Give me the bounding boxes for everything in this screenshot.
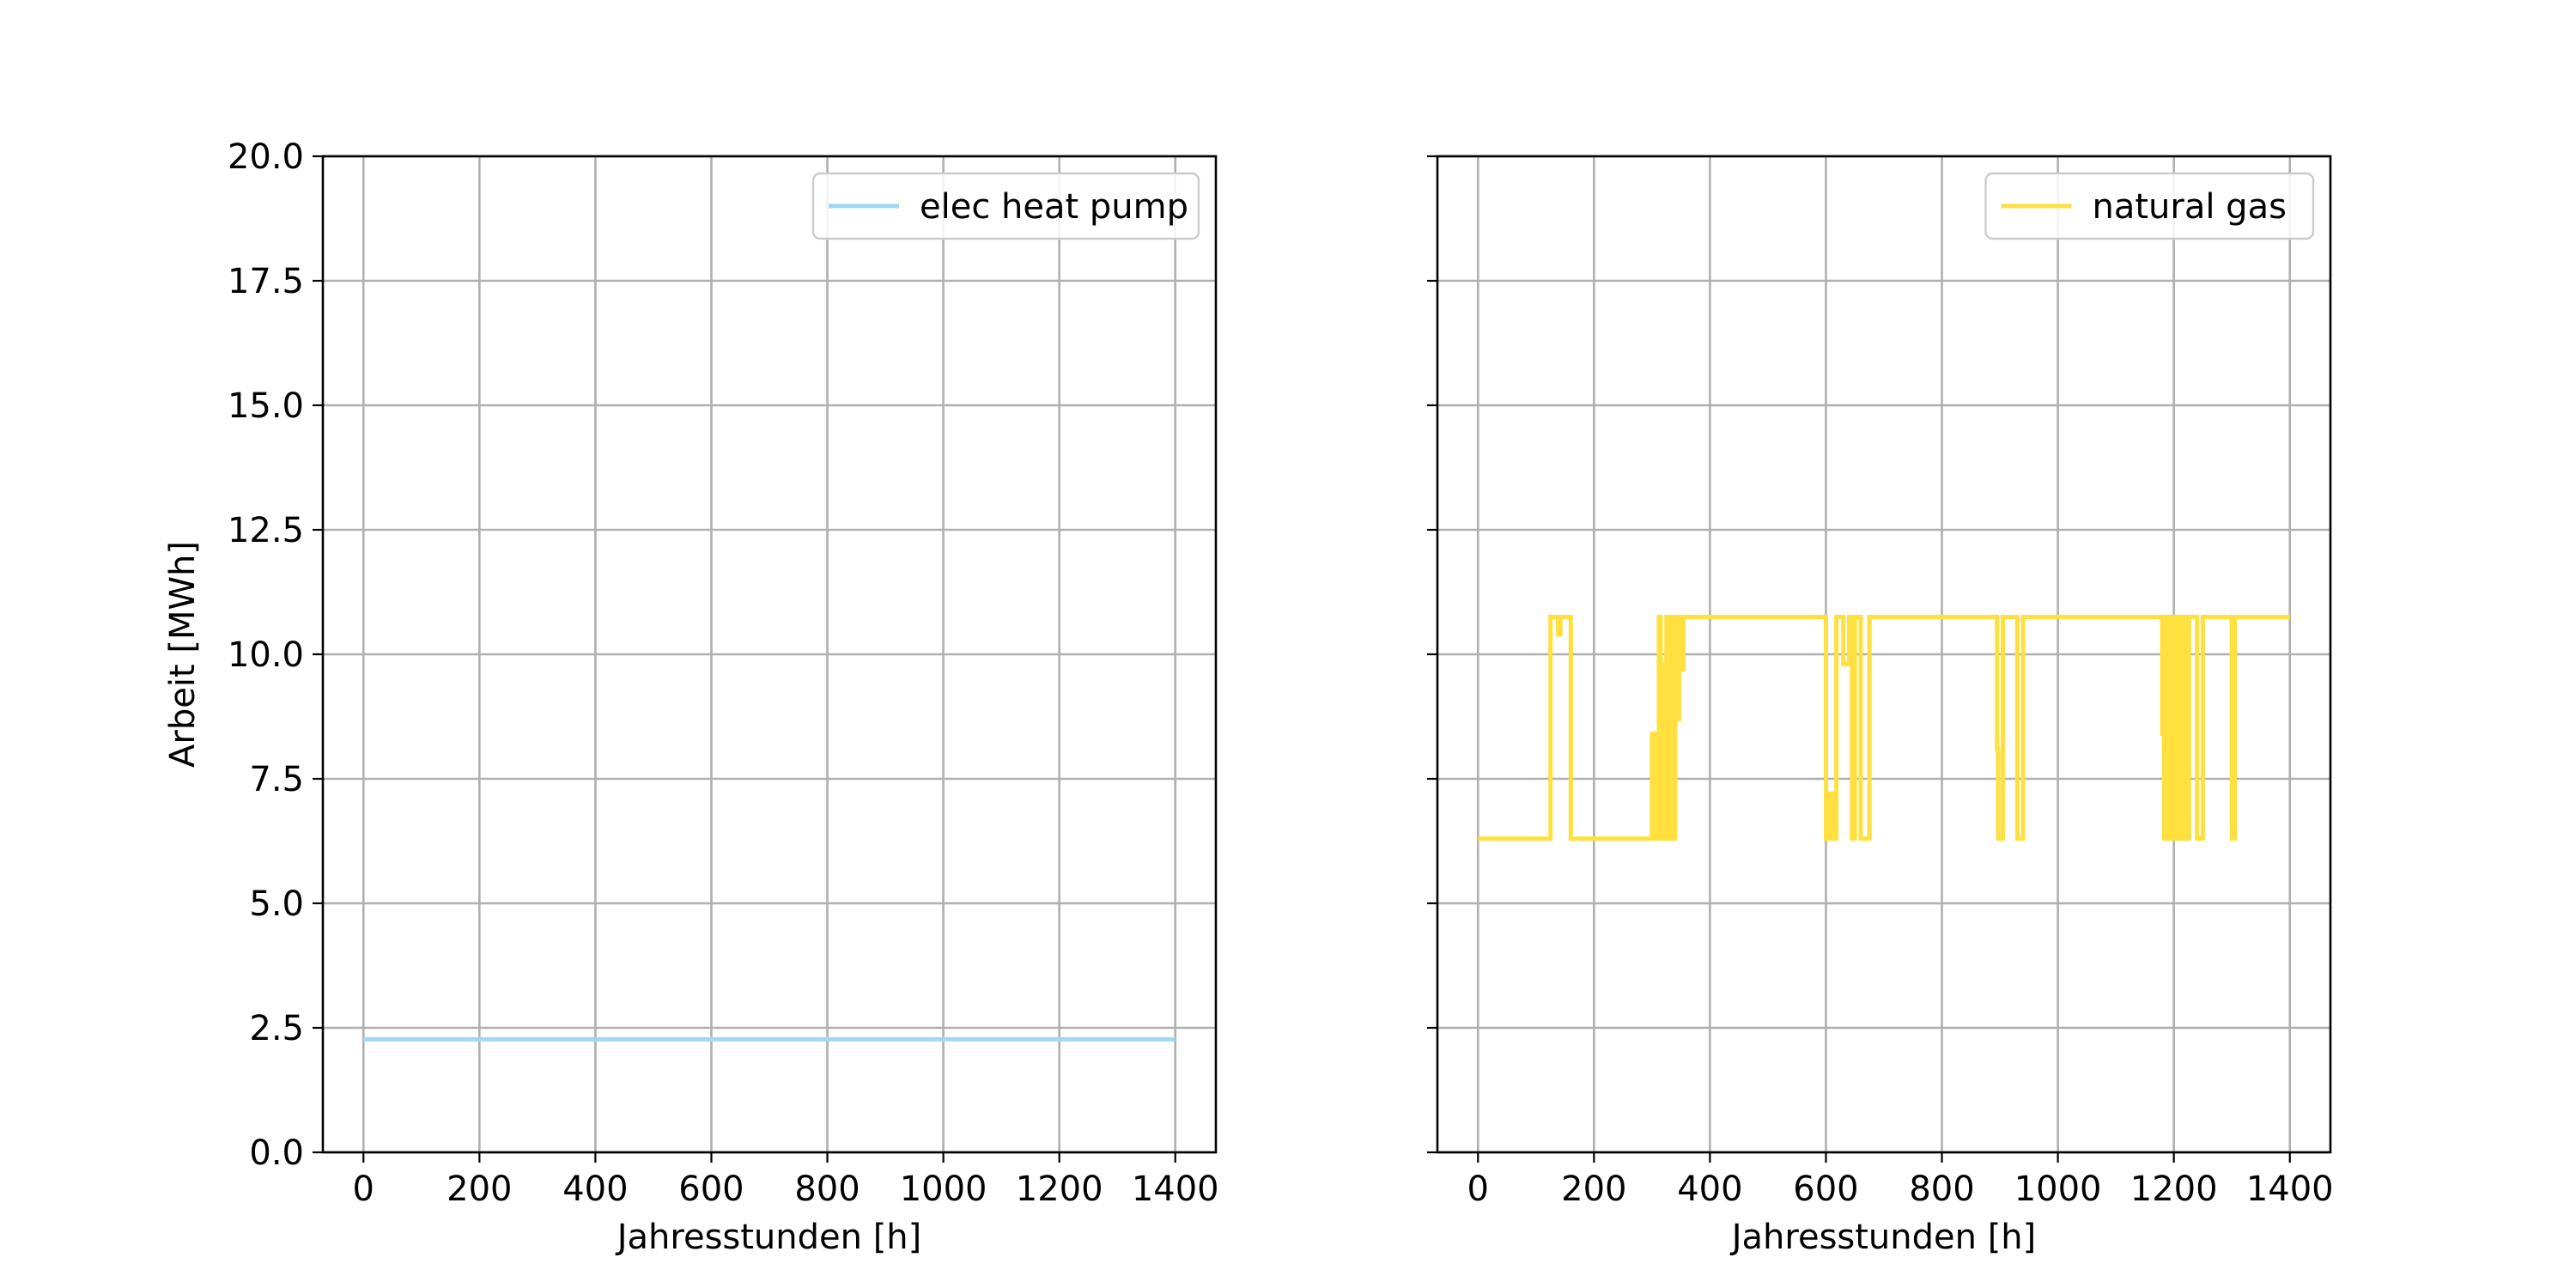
series-line-natural-gas	[1478, 615, 2290, 841]
y-tick-label: 20.0	[228, 137, 304, 177]
x-tick-label: 1200	[2130, 1170, 2218, 1209]
x-tick-label: 600	[678, 1170, 744, 1209]
x-tick-label: 1400	[1132, 1170, 1219, 1209]
x-tick-label: 800	[1909, 1170, 1974, 1209]
plot-frame	[1436, 155, 2332, 1154]
y-tick-label: 12.5	[228, 511, 304, 550]
y-tick-label: 17.5	[228, 262, 304, 301]
x-tick-label: 1000	[2014, 1170, 2102, 1209]
y-tick-label: 2.5	[249, 1009, 304, 1048]
left-chart-panel: 0 200 400 600 800 1000 1200 1400 0.0 2.5 5.0 7.5 10.…	[163, 137, 1219, 1257]
x-axis-label: Jahresstunden [h]	[615, 1218, 922, 1257]
legend-label: elec heat pump	[920, 187, 1188, 227]
legend: natural gas	[1984, 172, 2315, 240]
x-tick-label: 200	[447, 1170, 512, 1209]
x-axis-label: Jahresstunden [h]	[1729, 1218, 2037, 1257]
legend-label: natural gas	[2093, 187, 2287, 227]
x-tick-label: 200	[1561, 1170, 1626, 1209]
y-tick-label: 15.0	[228, 386, 304, 426]
legend-box	[1984, 172, 2315, 240]
x-tick-label: 1000	[900, 1170, 987, 1209]
y-axis-label: Arbeit [MWh]	[163, 541, 203, 768]
x-tick-label: 0	[1467, 1170, 1489, 1209]
right-chart-panel: 0 200 400 600 800 1000 1200 1400 Jahresstunden […	[1427, 155, 2334, 1257]
y-tick-label: 5.0	[249, 884, 304, 924]
x-tick-label: 600	[1793, 1170, 1858, 1209]
plot-frame	[321, 155, 1218, 1154]
x-tick-label: 0	[353, 1170, 374, 1209]
x-tick-label: 400	[1677, 1170, 1742, 1209]
x-tick-label: 1200	[1016, 1170, 1103, 1209]
legend: elec heat pump	[811, 172, 1200, 240]
x-tick-label: 800	[794, 1170, 860, 1209]
legend-box	[811, 172, 1200, 240]
x-tick-label: 400	[562, 1170, 628, 1209]
y-tick-label: 10.0	[228, 635, 304, 675]
x-tick-label: 1400	[2246, 1170, 2334, 1209]
y-tick-label: 0.0	[249, 1133, 304, 1173]
y-tick-label: 7.5	[249, 760, 304, 799]
